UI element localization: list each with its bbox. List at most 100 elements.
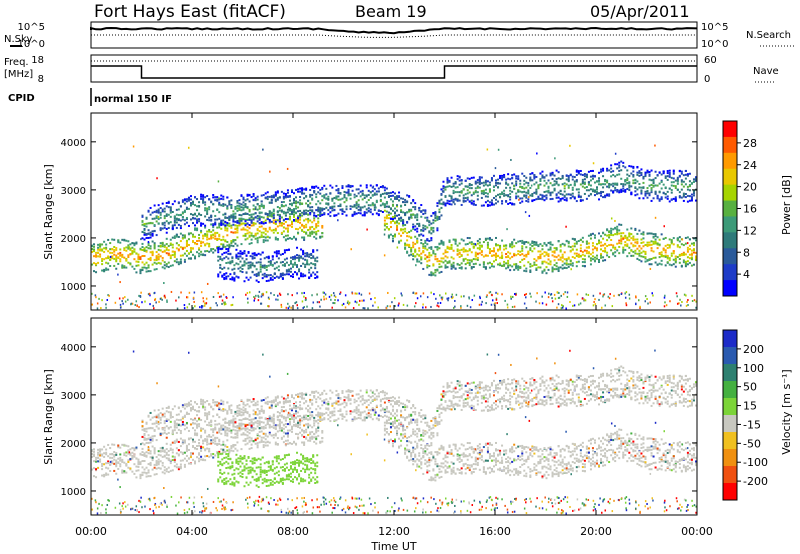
power-cell <box>223 303 226 306</box>
power-cell <box>287 293 289 296</box>
power-cell <box>282 192 285 195</box>
power-cell <box>317 186 320 189</box>
power-cell <box>600 168 603 171</box>
power-cell <box>521 185 524 188</box>
power-cell <box>107 257 110 260</box>
power-cell <box>468 241 471 244</box>
power-cell <box>327 209 330 212</box>
power-cell <box>622 187 625 190</box>
power-cell <box>648 171 651 174</box>
power-cell <box>200 222 203 225</box>
power-cell <box>539 266 542 269</box>
power-cell <box>549 174 552 177</box>
power-cell <box>644 172 647 175</box>
power-cell <box>460 182 463 185</box>
power-cell <box>480 176 483 179</box>
power-cell <box>358 292 361 295</box>
velocity-cell <box>125 451 128 454</box>
power-cell <box>113 253 116 256</box>
power-cell <box>187 224 190 227</box>
power-cell <box>678 196 681 199</box>
power-cell <box>596 186 598 189</box>
power-cell <box>238 221 241 224</box>
power-cell <box>674 196 677 199</box>
velocity-cell <box>103 463 106 466</box>
power-cell <box>448 200 451 203</box>
power-cell <box>690 256 693 259</box>
power-cell <box>476 186 479 189</box>
power-cell <box>119 258 122 261</box>
power-cell <box>539 197 542 200</box>
power-cell <box>644 253 647 256</box>
power-cell <box>311 206 314 209</box>
power-cell <box>466 177 469 180</box>
power-cell <box>95 251 98 254</box>
power-cell <box>163 245 166 248</box>
power-cell <box>579 254 582 257</box>
power-cell <box>462 258 465 261</box>
power-cell <box>381 186 384 189</box>
power-cell <box>234 227 237 230</box>
power-cell <box>680 253 683 256</box>
power-cell <box>587 251 590 254</box>
power-cell <box>412 223 415 226</box>
power-cell <box>642 175 645 178</box>
power-cell <box>198 218 201 221</box>
power-cell <box>398 240 401 243</box>
power-cell <box>577 253 580 256</box>
power-cell <box>217 259 220 262</box>
power-cell <box>692 242 695 245</box>
power-cell <box>141 246 144 249</box>
power-cell <box>274 219 277 222</box>
power-cell <box>145 225 148 228</box>
power-cell <box>486 262 489 265</box>
power-cell <box>349 207 352 210</box>
power-cell <box>210 248 213 251</box>
power-cell <box>267 256 270 259</box>
power-cell <box>259 265 262 268</box>
power-cell <box>561 183 564 186</box>
power-cell <box>396 209 399 212</box>
power-cell <box>192 213 194 216</box>
power-cell <box>517 265 520 268</box>
velocity-cell <box>109 456 112 459</box>
power-cell <box>680 172 683 175</box>
power-cell <box>165 248 168 251</box>
power-cell <box>194 204 197 207</box>
power-cell <box>515 254 518 257</box>
power-cell <box>529 247 532 250</box>
power-cell <box>428 254 431 257</box>
power-cell <box>247 264 250 267</box>
power-cell <box>664 244 667 247</box>
power-cell <box>253 254 256 257</box>
power-cell <box>646 241 649 244</box>
power-cell <box>161 210 164 213</box>
velocity-scatter <box>91 349 697 515</box>
power-cell <box>400 211 403 214</box>
power-cell <box>256 239 259 242</box>
power-cell <box>252 213 255 216</box>
velocity-cell <box>131 457 134 460</box>
power-cell <box>660 198 663 201</box>
power-cell <box>290 209 293 212</box>
power-cell <box>308 263 311 266</box>
power-cell <box>156 177 158 180</box>
power-cell <box>442 190 445 193</box>
power-cell <box>276 190 279 193</box>
power-cell <box>523 302 526 305</box>
power-cell <box>428 230 431 233</box>
velocity-cell <box>117 446 120 449</box>
power-cell <box>414 228 417 231</box>
power-cell <box>501 174 504 177</box>
power-cell <box>262 239 265 242</box>
power-cell <box>587 194 590 197</box>
power-cell <box>647 302 649 305</box>
power-cell <box>446 266 449 269</box>
power-cell <box>589 175 592 178</box>
power-cell <box>575 242 578 245</box>
power-cell <box>133 248 136 251</box>
power-cell <box>690 252 693 255</box>
power-cell <box>544 291 546 294</box>
power-cell <box>329 211 332 214</box>
power-cell <box>222 243 225 246</box>
